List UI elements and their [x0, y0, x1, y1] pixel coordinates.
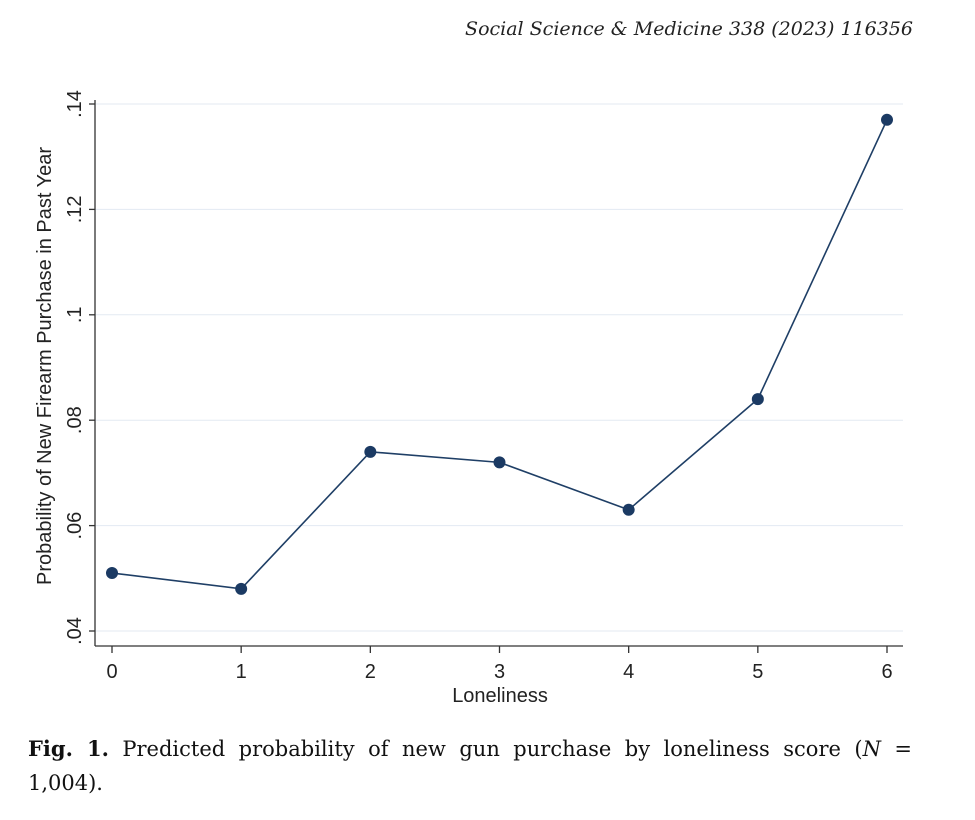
y-tick-label: .06: [64, 512, 86, 540]
caption-text: Predicted probability of new gun purchas…: [122, 737, 863, 761]
x-tick-label: 4: [623, 661, 634, 683]
y-tick-label: .1: [64, 306, 86, 323]
y-tick-label: .08: [64, 406, 86, 434]
figure-label: Fig. 1.: [28, 736, 109, 761]
x-tick-label: 6: [881, 661, 892, 683]
data-point: [493, 456, 506, 469]
x-tick-label: 0: [106, 661, 117, 683]
caption-n-symbol: N: [862, 737, 881, 761]
data-point: [751, 393, 764, 406]
data-point: [106, 567, 118, 580]
y-tick-label: .04: [64, 617, 86, 645]
grid-lines: [95, 103, 903, 632]
figure-caption: Fig. 1. Predicted probability of new gun…: [28, 732, 912, 800]
journal-citation: Social Science & Medicine 338 (2023) 116…: [465, 18, 913, 40]
x-tick-label: 1: [236, 661, 247, 683]
y-axis-label: Probability of New Firearm Purchase in P…: [34, 147, 56, 585]
caption-n-value: = 1,004).: [28, 737, 912, 795]
x-tick-label: 5: [752, 661, 763, 683]
data-point: [364, 445, 377, 458]
axes: .04 .06 .08 .1 .12 .14 0 1 2 3 4 5 6: [64, 90, 903, 683]
data-point: [881, 113, 893, 126]
data-point: [622, 503, 635, 516]
line-chart: .04 .06 .08 .1 .12 .14 0 1 2 3 4 5 6 Loneliness Prob…: [34, 90, 903, 707]
x-tick-label: 3: [494, 661, 505, 683]
data-point: [235, 582, 248, 595]
x-tick-label: 2: [365, 661, 376, 683]
y-tick-label: .14: [64, 90, 86, 118]
series-line: [111, 119, 888, 590]
y-tick-label: .12: [64, 195, 86, 223]
x-axis-label: Loneliness: [452, 685, 548, 707]
series: [106, 113, 893, 595]
